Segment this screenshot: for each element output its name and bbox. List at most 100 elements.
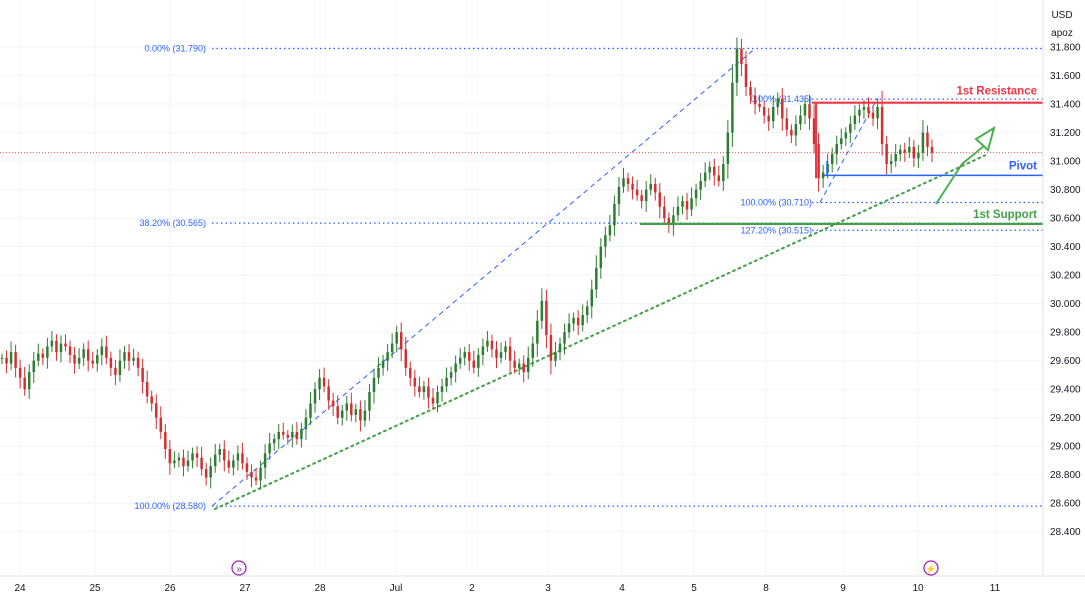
candle-body: [318, 377, 321, 390]
candle-body: [898, 149, 902, 155]
candle-body: [109, 357, 113, 368]
candle-body: [9, 352, 13, 364]
time-tick-label: 3: [545, 583, 551, 594]
candle-body: [894, 154, 897, 162]
candle-body: [168, 449, 172, 464]
candle-body: [354, 409, 358, 415]
candle-body: [164, 431, 167, 450]
candle-body: [91, 360, 94, 364]
candle-body: [567, 323, 571, 333]
price-tick-label: 29.800: [1050, 328, 1081, 339]
candle-body: [359, 409, 362, 421]
candle-body: [386, 352, 389, 361]
candle-body: [336, 406, 339, 418]
candle-body: [313, 389, 317, 404]
candle-body: [0, 357, 4, 359]
candle-body: [118, 360, 122, 375]
candle-body: [744, 64, 748, 88]
candle-body: [227, 460, 231, 468]
fibonacci-guides: 0.00% (31.790) 38.20% (30.565) 100.00% (28…: [0, 44, 1043, 511]
candle-body: [554, 352, 557, 361]
candle-body: [449, 372, 453, 378]
candle-body: [803, 104, 807, 116]
candle-body: [286, 434, 290, 438]
time-axis[interactable]: 24 25 26 27 28 Jul 2 3 4 5 8 9 10 11 » ⚡: [0, 560, 1085, 594]
projection-arrow: [935, 145, 985, 205]
price-tick-label: 29.400: [1050, 385, 1081, 396]
candle-body: [794, 124, 798, 136]
candle-body: [531, 343, 535, 358]
candle-body: [418, 386, 421, 393]
price-tick-label: 31.200: [1050, 128, 1081, 139]
candle-body: [722, 163, 725, 182]
price-tick-label: 30.600: [1050, 214, 1081, 225]
candle-body: [812, 118, 816, 145]
candle-body: [350, 403, 353, 415]
candle-body: [504, 346, 507, 353]
candle-body: [581, 315, 584, 326]
time-tick-label: 2: [469, 583, 475, 594]
candle-body: [604, 235, 607, 247]
candle-body: [712, 166, 716, 176]
candle-body: [363, 410, 367, 421]
candle-body: [930, 146, 934, 153]
candle-body: [440, 386, 444, 393]
candle-body: [209, 466, 212, 478]
candle-body: [481, 346, 485, 355]
candle-body: [268, 443, 271, 454]
candle-body: [762, 106, 766, 116]
key-level-name: 1st Support: [973, 209, 1037, 221]
key-levels: 1st Resistance31.410Pivot30.9001st Suppo…: [640, 86, 1083, 231]
price-tick-label: 29.000: [1050, 442, 1081, 453]
candle-body: [858, 109, 861, 116]
candle-body: [218, 449, 222, 455]
session-start-icon-glyph: »: [236, 564, 242, 575]
fib-level-label: 127.20% (30.515): [740, 225, 812, 235]
time-tick-label: 24: [14, 583, 26, 594]
candle-body: [849, 124, 852, 133]
candle-body: [767, 115, 770, 122]
candle-body: [889, 161, 893, 164]
candle-body: [50, 340, 54, 347]
candle-body: [735, 48, 739, 83]
candle-body: [526, 357, 530, 373]
candle-body: [549, 335, 553, 361]
fib-level-label: 100.00% (30.710): [740, 197, 812, 207]
candle-body: [23, 377, 26, 390]
price-axis[interactable]: USD apoz 31.800 31.600 31.400 31.200 31.000 30.…: [1042, 0, 1085, 603]
scale-mode-label: apoz: [1051, 28, 1073, 39]
candle-body: [263, 453, 267, 468]
candle-body: [454, 363, 457, 373]
candle-body: [254, 477, 258, 481]
candle-body: [799, 115, 802, 125]
key-level-name: Pivot: [1009, 160, 1037, 172]
earnings-event-icon: [923, 560, 939, 576]
price-tick-label: 28.400: [1050, 527, 1081, 538]
candle-body: [685, 201, 689, 210]
candle-body: [499, 352, 503, 358]
time-tick-label: 4: [619, 583, 625, 594]
candle-body: [277, 431, 280, 440]
candle-body: [295, 431, 299, 440]
candle-body: [458, 357, 462, 364]
candle-body: [46, 346, 49, 358]
candle-body: [96, 354, 99, 364]
time-tick-label: 26: [164, 583, 176, 594]
candle-body: [159, 417, 163, 432]
candle-body: [182, 457, 185, 467]
candle-body: [558, 343, 562, 353]
candle-body: [477, 354, 480, 368]
candle-body: [522, 363, 525, 373]
candle-body: [676, 206, 680, 216]
candle-body: [372, 377, 376, 393]
candle-body: [508, 346, 512, 361]
candle-body: [445, 377, 448, 387]
price-tick-label: 31.600: [1050, 71, 1081, 82]
candle-body: [186, 460, 190, 467]
candle-body: [59, 343, 63, 353]
candle-body: [640, 195, 643, 202]
candle-body: [758, 104, 761, 107]
chart-grid: [0, 46, 1043, 533]
candle-body: [821, 172, 825, 179]
